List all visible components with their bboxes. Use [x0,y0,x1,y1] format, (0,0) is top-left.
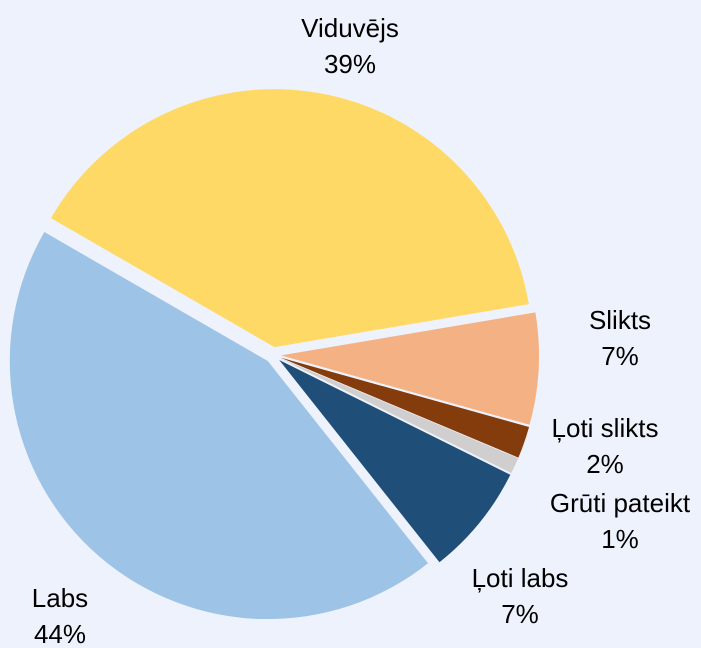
slice-value-label: 7% [601,341,639,371]
pie-slice [279,360,511,563]
slice-value-label: 7% [501,599,539,629]
slice-label: Grūti pateikt [550,488,691,518]
pie-slice [9,232,429,620]
slice-value-label: 2% [586,449,624,479]
slice-label: Ļoti labs [472,563,569,593]
slice-value-label: 44% [34,619,86,648]
pie-slice [280,358,519,474]
slice-value-label: 39% [324,49,376,79]
pie-slice [280,312,539,425]
slice-label: Slikts [589,305,651,335]
slice-label: Labs [32,583,88,613]
pie-slice [50,89,529,348]
slice-label: Viduvējs [301,13,399,43]
pie-slice [280,357,530,458]
slice-label: Ļoti slikts [552,413,659,443]
slice-value-label: 1% [601,524,639,554]
